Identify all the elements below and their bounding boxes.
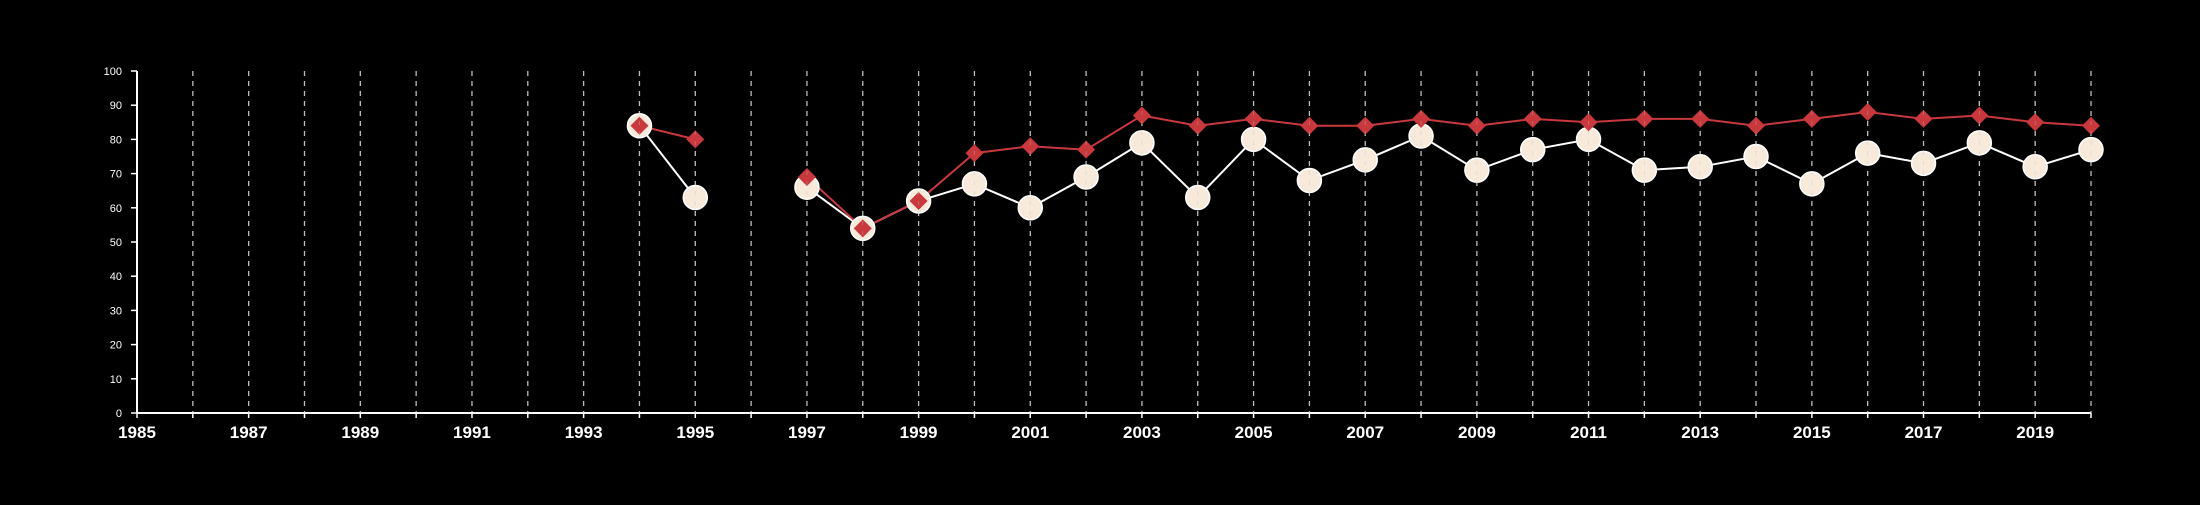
series-1-line	[638, 125, 697, 199]
y-tick-label: 80	[110, 134, 122, 146]
series-2-point	[797, 168, 816, 187]
series-2-point	[965, 144, 984, 163]
x-tick-label: 1995	[676, 423, 714, 442]
series-1-point	[1910, 150, 1937, 177]
series-2-point	[909, 191, 928, 210]
series-2-point	[1300, 116, 1319, 135]
y-tick-label: 40	[110, 271, 122, 283]
series-2-point	[2026, 113, 2045, 132]
series-2-point	[1021, 137, 1040, 156]
x-tick-label: 2007	[1346, 423, 1384, 442]
series-markers	[192, 71, 2104, 413]
x-tick-label: 2009	[1458, 423, 1496, 442]
x-tick-label: 2019	[2016, 423, 2054, 442]
series-2-point	[1914, 109, 1933, 128]
y-tick-label: 20	[110, 340, 122, 352]
series-2-point	[1077, 140, 1096, 159]
x-tick-label: 1999	[900, 423, 938, 442]
series-2-point	[1691, 109, 1710, 128]
x-tick-label: 2017	[1905, 423, 1943, 442]
series-1-point	[1966, 130, 1993, 156]
series-1-point	[1464, 157, 1490, 183]
series-1-point	[682, 184, 709, 211]
y-tick-label: 90	[110, 100, 122, 112]
x-tick-label: 2001	[1011, 423, 1049, 442]
series-2-line	[806, 110, 2092, 230]
series-2-point	[1356, 116, 1375, 135]
x-tick-label: 2015	[1793, 423, 1831, 442]
series-2-point	[1747, 116, 1766, 135]
x-tick-label: 1997	[788, 423, 826, 442]
series-1-point	[1129, 130, 1155, 156]
x-tick-label: 1985	[118, 423, 156, 442]
series-2-point	[630, 116, 649, 135]
y-tick-label: 50	[110, 237, 122, 249]
series-1-point	[2022, 154, 2048, 180]
series-2-point	[1244, 109, 1263, 128]
series-2-point	[686, 130, 705, 149]
y-tick-label: 30	[110, 305, 122, 317]
x-tick-label: 1987	[230, 423, 268, 442]
y-tick-label: 10	[110, 374, 122, 386]
axes: 0 10 20 30 40 50 60 70 80 90 100 1985 1987 1989 1991 19…	[104, 66, 2092, 442]
series-1-point	[961, 171, 988, 197]
x-tick-label: 2013	[1681, 423, 1719, 442]
series-1-point	[2078, 136, 2104, 163]
x-tick-label: 2003	[1123, 423, 1161, 442]
series-2-point	[1970, 106, 1989, 125]
series-1-point	[1519, 136, 1546, 163]
series-1-point	[1017, 195, 1044, 221]
x-tick-label: 2005	[1235, 423, 1273, 442]
series-1-point	[1631, 157, 1658, 183]
series-1-point	[1799, 171, 1825, 197]
gridlines	[192, 71, 2092, 413]
y-tick-label: 0	[116, 408, 122, 420]
series-2-point	[2082, 116, 2100, 135]
series-2-point	[853, 219, 872, 238]
x-tick-label: 2011	[1570, 423, 1607, 442]
series-2-point	[1523, 109, 1542, 128]
x-tick-label: 1993	[565, 423, 603, 442]
series-2-point	[1802, 109, 1821, 128]
series-1-point	[1296, 167, 1323, 194]
series-2-point	[1412, 109, 1431, 128]
series-2-point	[1635, 109, 1654, 128]
series-1-point	[1687, 154, 1713, 180]
x-tick-label: 1991	[453, 423, 491, 442]
series-2-point	[1858, 103, 1877, 122]
x-tick-label: 1989	[341, 423, 379, 442]
series-1-point	[1743, 143, 1769, 170]
y-tick-label: 70	[110, 169, 122, 181]
series-1-point	[1184, 184, 1211, 211]
y-tick-label: 100	[104, 66, 122, 78]
series-2-point	[1467, 116, 1486, 135]
series-1-point	[1073, 164, 1099, 190]
series-2-point	[1579, 113, 1598, 132]
series-2-point	[1188, 116, 1207, 135]
series-1-point	[1352, 147, 1378, 173]
series-1-point	[1854, 140, 1881, 166]
series-2-point	[1132, 106, 1151, 125]
y-tick-label: 60	[110, 203, 122, 215]
